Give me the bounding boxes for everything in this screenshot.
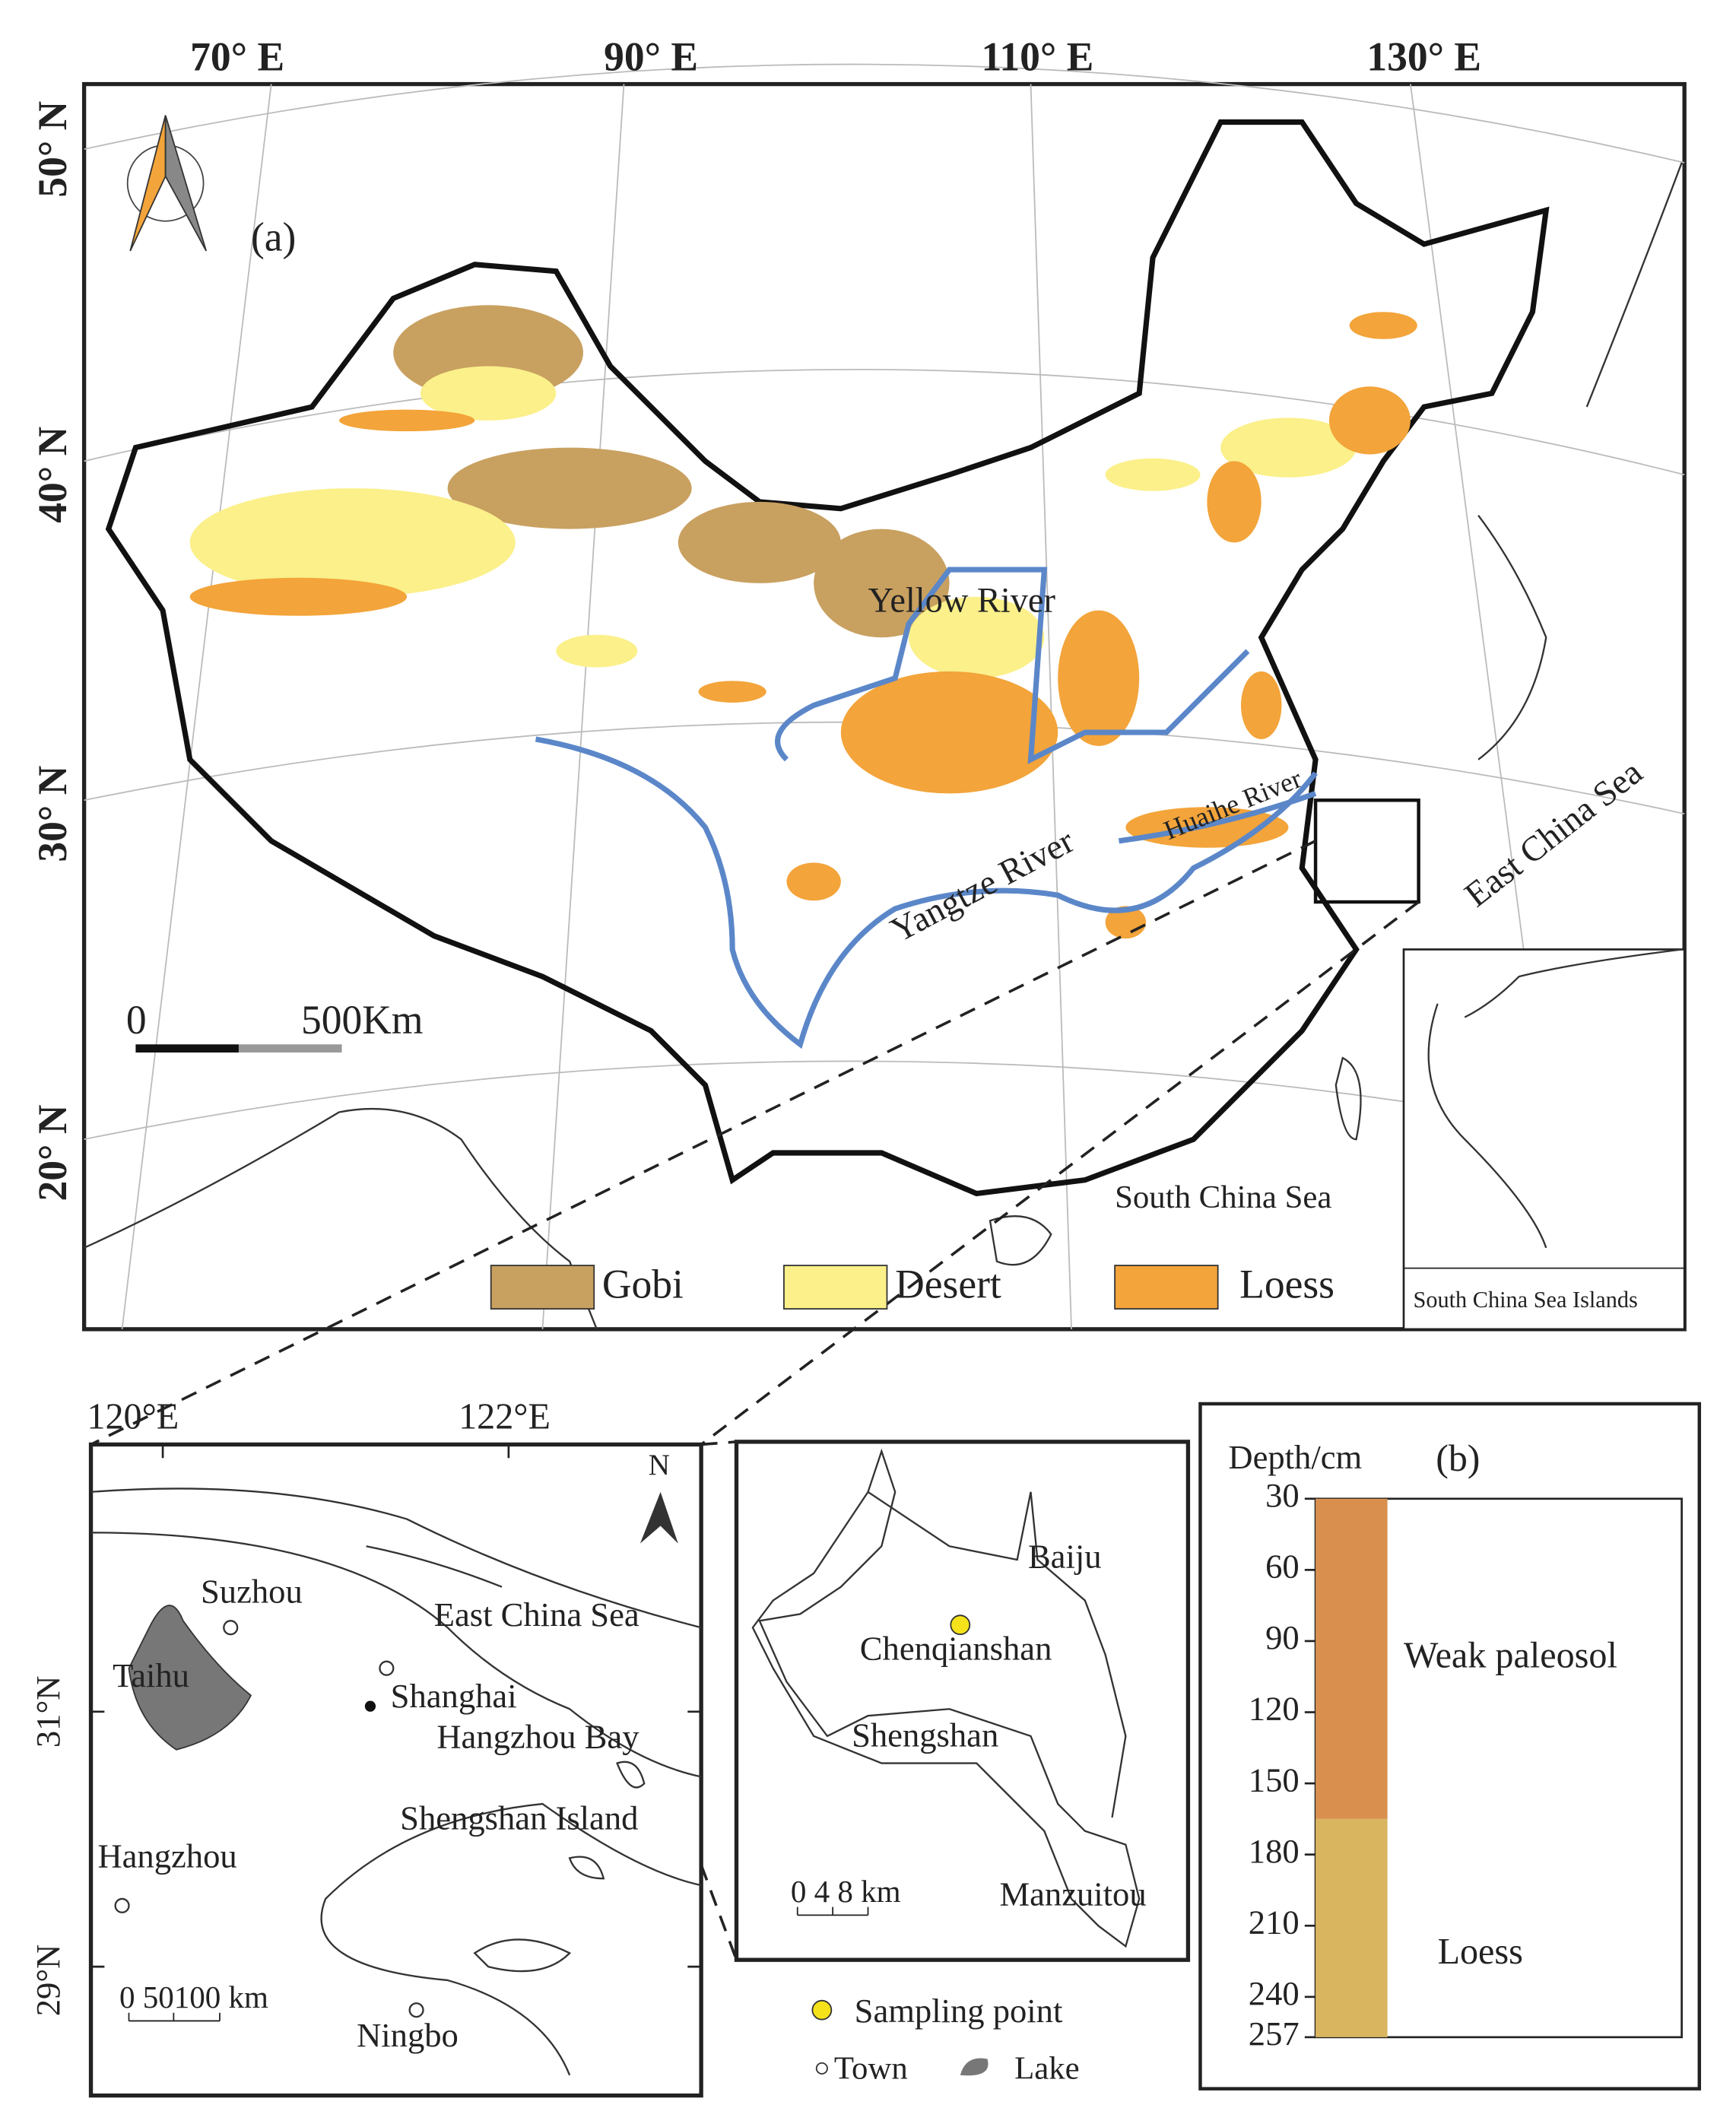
legend-label: Gobi (602, 1262, 684, 1307)
lon-label: 110° E (982, 34, 1094, 80)
legend-label: Desert (895, 1262, 1001, 1307)
legend-label: Lake (1014, 2050, 1080, 2086)
lon-label: 122°E (459, 1396, 551, 1437)
scale-label: 0 (126, 997, 147, 1043)
lon-label: 70° E (190, 34, 284, 80)
sampling-point (950, 1614, 971, 1636)
north-arrow (126, 115, 207, 252)
study-area-box (1313, 798, 1420, 904)
lon-label: 90° E (604, 34, 698, 80)
lat-label: 30° N (30, 766, 75, 862)
graticule-inset (90, 1444, 702, 1968)
desert-areas (189, 366, 1357, 678)
place-label: Hangzhou Bay (436, 1717, 639, 1755)
place-label: Taihu (113, 1656, 189, 1694)
neighbour-coasts (84, 162, 1683, 1330)
lat-label: 50° N (30, 101, 75, 198)
scs-coast (1427, 948, 1682, 1249)
layer (1315, 1818, 1388, 2037)
scs-inset (1402, 948, 1686, 1331)
tick-label: 150 (1249, 1760, 1300, 1799)
panel-b-frame (1198, 1402, 1702, 2091)
place-label: Chenqianshan (860, 1630, 1052, 1668)
graticule (84, 63, 1685, 1329)
tick-label: 240 (1249, 1974, 1300, 2012)
legend-swatch (490, 1265, 595, 1310)
panel-label: (b) (1436, 1437, 1480, 1479)
scale-bar-island (796, 1907, 869, 1916)
tick-label: 90 (1265, 1618, 1300, 1656)
scale-label: 0 50100 km (119, 1980, 268, 2014)
place-label: Ningbo (357, 2016, 459, 2054)
place-label: South China Sea Islands (1413, 1287, 1637, 1313)
taihu-lake (128, 1605, 252, 1751)
place-label: Shengshan Island (400, 1799, 638, 1837)
layer (1315, 1498, 1388, 1819)
place-label: Yellow River (868, 581, 1056, 620)
place-label: Manzuitou (1000, 1875, 1147, 1913)
lat-label: 29°N (29, 1945, 67, 2017)
scale-bar-a (135, 1044, 342, 1053)
tick-label: 60 (1265, 1548, 1300, 1586)
axis-title: Depth/cm (1228, 1438, 1362, 1476)
tick-label: 180 (1249, 1832, 1300, 1870)
panel-label: (a) (251, 214, 296, 260)
place-label: Suzhou (201, 1573, 303, 1611)
scale-bar-regional (128, 2012, 221, 2022)
island-frame (734, 1440, 1191, 1962)
place-label: Shanghai (391, 1677, 517, 1715)
bottom-legend-marks (811, 1999, 989, 2076)
scale-label: 500Km (301, 997, 423, 1043)
place-label: Hangzhou (97, 1837, 236, 1875)
island-coast (751, 1448, 1141, 1948)
depth-column (1304, 1497, 1388, 2039)
shanghai-city (364, 1700, 376, 1712)
place-label: South China Sea (1115, 1179, 1331, 1215)
tick-label: 257 (1249, 2014, 1300, 2053)
place-label: Shengshan (852, 1716, 998, 1754)
north-label: N (649, 1449, 670, 1481)
place-label: Baiju (1028, 1537, 1102, 1575)
lat-label: 31°N (29, 1676, 67, 1748)
regional-coast (90, 1487, 702, 2076)
tick-label: 30 (1265, 1476, 1300, 1514)
layer-label: Loess (1438, 1932, 1523, 1972)
layer-label: Weak paleosol (1404, 1635, 1617, 1675)
rivers (535, 567, 1318, 1049)
legend-swatch (1114, 1265, 1219, 1310)
lat-label: 40° N (30, 427, 75, 523)
connector-lines (90, 840, 1420, 1960)
legend-swatch (783, 1265, 888, 1310)
legend-label: Town (834, 2050, 908, 2086)
scale-label: 0 4 8 km (791, 1874, 901, 1909)
tick-label: 120 (1249, 1690, 1300, 1728)
north-arrow-inset (639, 1491, 678, 1544)
legend-label: Sampling point (855, 1992, 1063, 2030)
place-label: East China Sea (434, 1595, 639, 1633)
lon-label: 120°E (87, 1396, 179, 1437)
lon-label: 130° E (1366, 34, 1481, 80)
legend-label: Loess (1239, 1262, 1335, 1307)
tick-label: 210 (1249, 1903, 1300, 1941)
lat-label: 20° N (30, 1105, 75, 1202)
